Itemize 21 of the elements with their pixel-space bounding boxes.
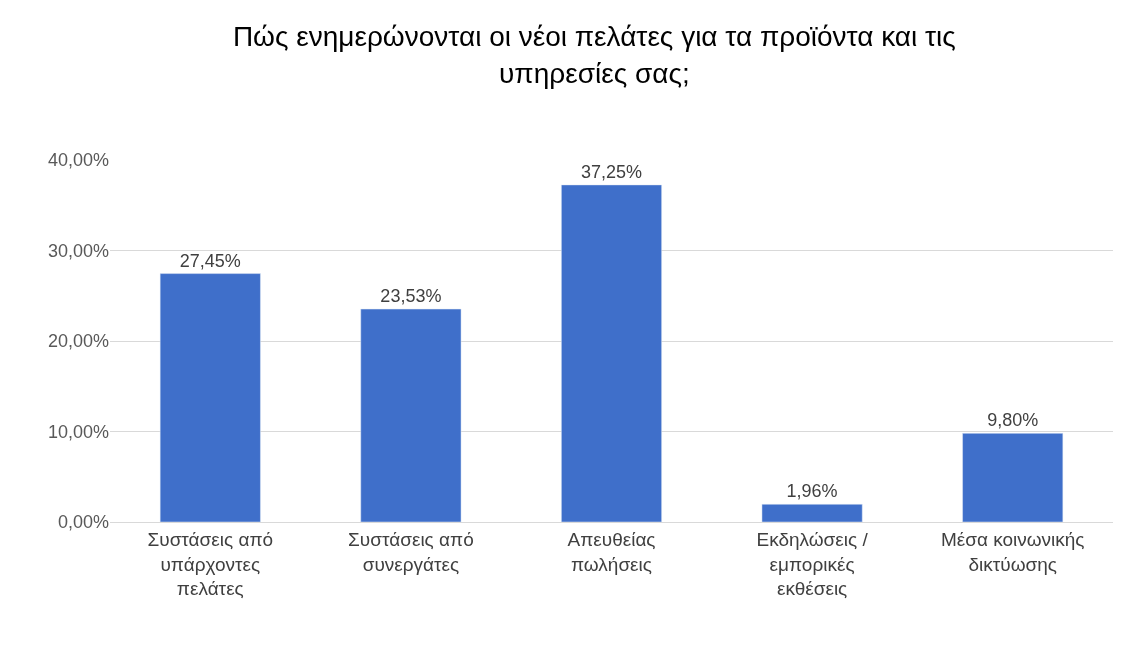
y-tick-label: 20,00%: [47, 331, 109, 352]
y-tick-label: 30,00%: [47, 240, 109, 261]
x-tick-label: Μέσα κοινωνικής δικτύωσης: [940, 528, 1085, 575]
data-label: 9,80%: [987, 410, 1039, 431]
bar: [561, 184, 662, 522]
x-tick-label: Συστάσεις από συνεργάτες: [348, 528, 474, 575]
x-tick-label: Εκδηλώσεις / εμπορικές εκθέσεις: [756, 528, 869, 600]
data-label: 37,25%: [580, 161, 643, 182]
bar: [159, 273, 261, 522]
y-tick-label: 0,00%: [57, 512, 109, 533]
x-tick-label: Απευθείας πωλήσεις: [567, 528, 656, 575]
bar: [761, 504, 863, 522]
bar: [360, 308, 462, 522]
data-label: 23,53%: [380, 286, 442, 307]
chart-title: Πώς ενημερώνονται οι νέοι πελάτες για τα προϊόντα και τις υπηρεσίες σας;: [232, 21, 956, 89]
x-tick-label: Συστάσεις από υπάρχοντες πελάτες: [147, 528, 274, 600]
y-tick-label: 40,00%: [47, 150, 109, 171]
data-label: 1,96%: [786, 481, 838, 502]
y-tick-label: 10,00%: [47, 421, 109, 442]
data-label: 27,45%: [179, 250, 241, 271]
bar: [962, 433, 1064, 522]
